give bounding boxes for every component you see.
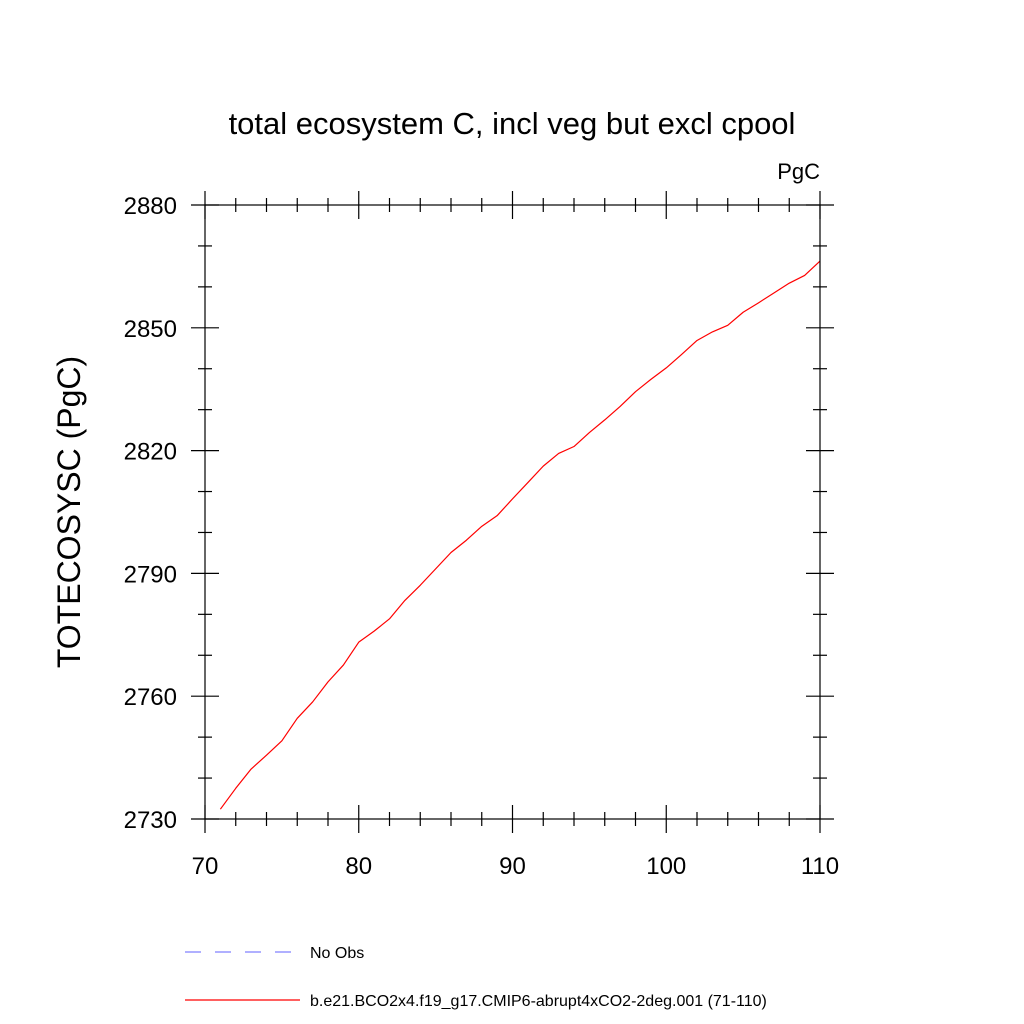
x-tick-label: 110 (801, 853, 839, 880)
chart-title: total ecosystem C, incl veg but excl cpo… (229, 106, 796, 141)
y-tick-label: 2820 (124, 439, 177, 466)
plot-frame (204, 204, 821, 820)
x-tick-label: 80 (345, 853, 372, 880)
x-tick-labels: 70 80 90 100 110 (192, 853, 839, 880)
y-tick-label: 2880 (124, 193, 177, 220)
y-tick-label: 2760 (124, 684, 177, 711)
units-label: PgC (777, 159, 820, 184)
y-tick-label: 2850 (124, 316, 177, 343)
series-line (219, 260, 821, 810)
legend-no-obs-label: No Obs (310, 945, 364, 962)
y-tick-labels: 2730 2760 2790 2820 2850 2880 (124, 193, 177, 834)
x-tick-label: 90 (499, 853, 526, 880)
legend-model-run-label: b.e21.BCO2x4.f19_g17.CMIP6-abrupt4xCO2-2… (310, 993, 767, 1010)
x-tick-label: 100 (646, 853, 686, 880)
y-axis-label: TOTECOSYSC (PgC) (51, 356, 87, 668)
legend: No Obs b.e21.BCO2x4.f19_g17.CMIP6-abrupt… (185, 945, 767, 1010)
y-tick-label: 2790 (124, 561, 177, 588)
axis-ticks (191, 191, 834, 833)
x-tick-label: 70 (192, 853, 219, 880)
y-tick-label: 2730 (124, 807, 177, 834)
plot-area (219, 260, 821, 810)
